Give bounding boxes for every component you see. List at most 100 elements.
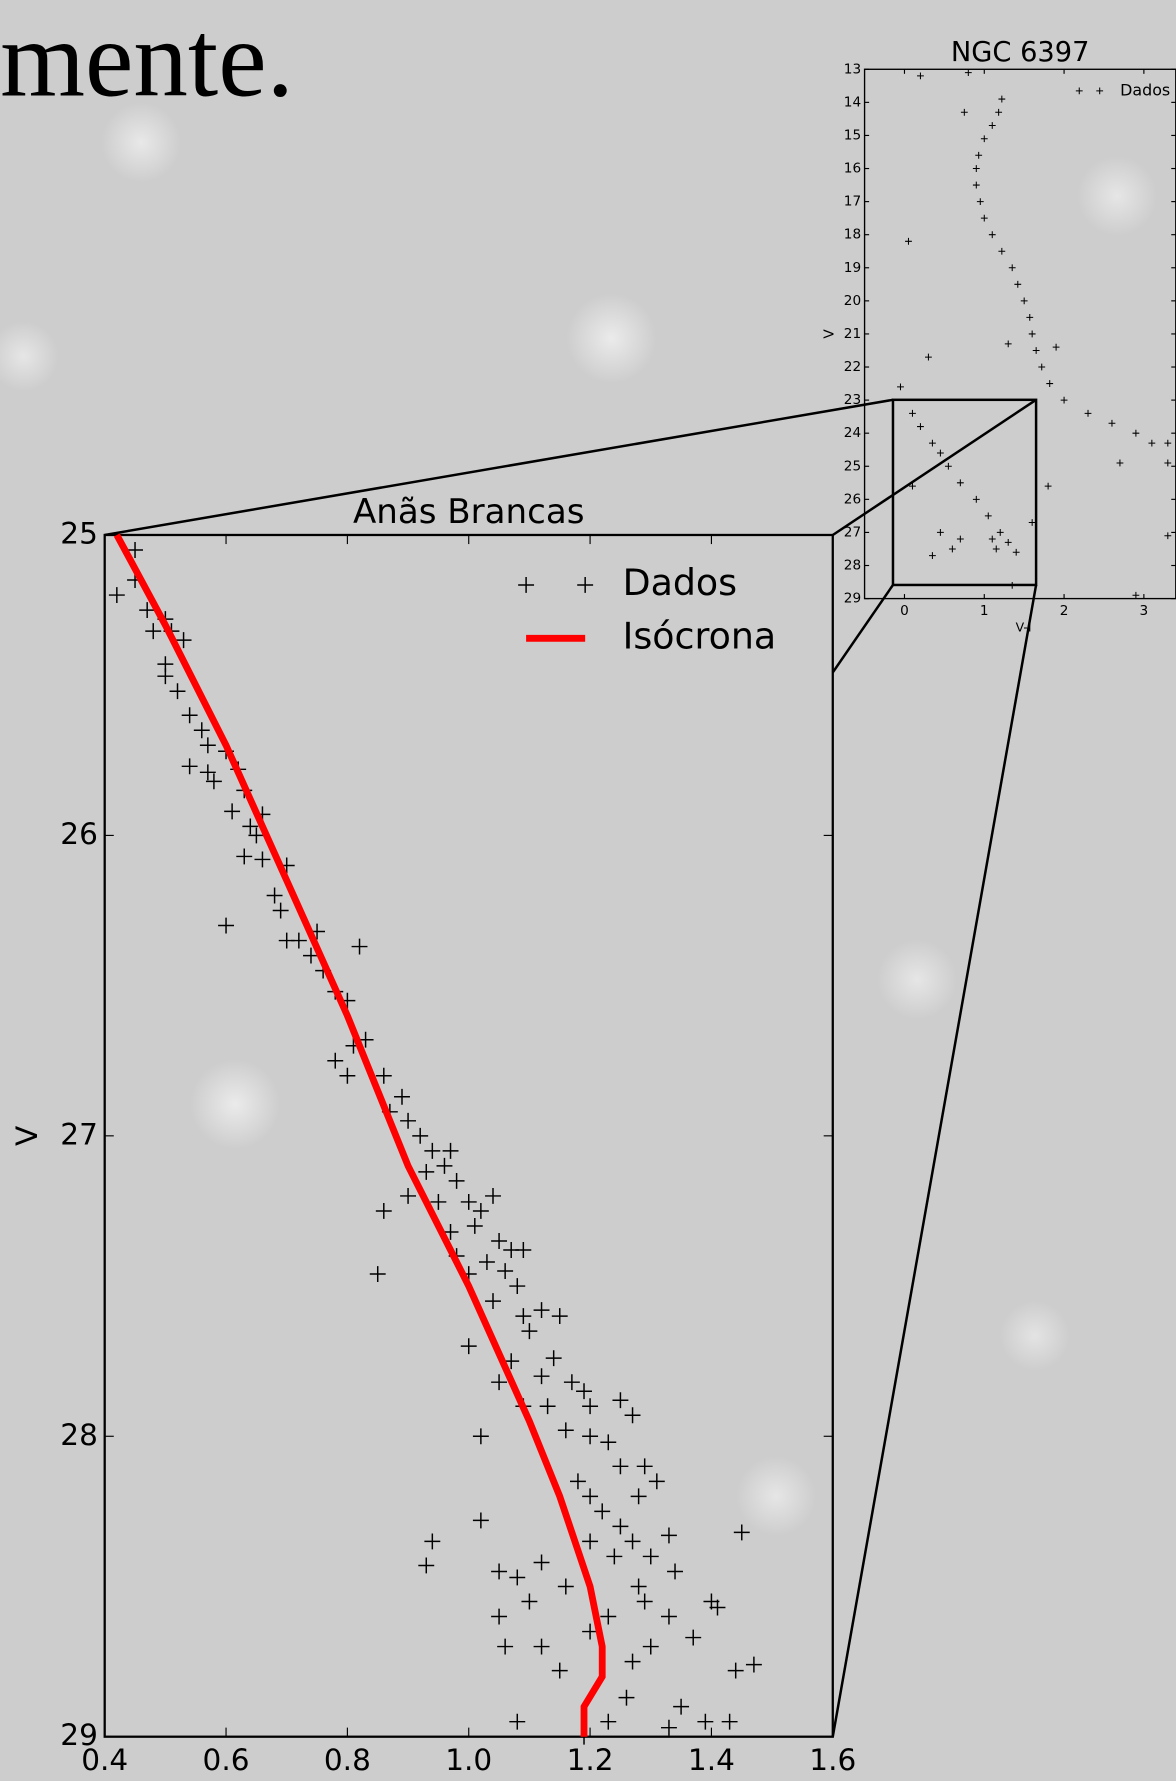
point — [917, 423, 924, 430]
point — [1045, 483, 1052, 490]
point — [273, 903, 289, 919]
series — [109, 542, 762, 1745]
point — [1132, 592, 1139, 599]
y-axis-label: V — [821, 329, 837, 339]
zoom-line — [833, 585, 1036, 1737]
point — [909, 410, 916, 417]
point — [612, 1392, 628, 1408]
point — [998, 96, 1005, 103]
point — [1109, 420, 1116, 427]
point — [600, 1434, 616, 1450]
point — [109, 587, 125, 603]
point — [1053, 344, 1060, 351]
point — [949, 546, 956, 553]
point — [637, 1458, 653, 1474]
point — [1038, 364, 1045, 371]
point — [989, 536, 996, 543]
y-tick-label: 28 — [60, 1418, 98, 1452]
point — [631, 1579, 647, 1595]
y-tick-label: 19 — [844, 260, 861, 276]
point — [157, 668, 173, 684]
point — [473, 1428, 489, 1444]
point — [564, 1374, 580, 1390]
point — [485, 1293, 501, 1309]
point — [631, 1488, 647, 1504]
x-tick-label: 1.0 — [445, 1743, 492, 1777]
y-tick-label: 13 — [844, 61, 861, 77]
y-tick-label: 27 — [60, 1117, 98, 1151]
point — [625, 1654, 641, 1670]
point — [491, 1374, 507, 1390]
point — [352, 939, 368, 955]
point — [570, 1473, 586, 1489]
point — [558, 1579, 574, 1595]
point — [973, 496, 980, 503]
point — [412, 1128, 428, 1144]
x-tick-label: 0.8 — [324, 1743, 371, 1777]
point — [491, 1609, 507, 1625]
y-tick-label: 29 — [844, 591, 861, 607]
point — [491, 1564, 507, 1580]
point — [1005, 539, 1012, 546]
y-tick-label: 20 — [844, 293, 861, 309]
point — [1061, 397, 1068, 404]
point — [145, 623, 161, 639]
point — [1132, 430, 1139, 437]
plot-frame — [865, 69, 1176, 598]
point — [467, 1218, 483, 1234]
point — [582, 1428, 598, 1444]
legend-swatch — [1076, 87, 1103, 94]
y-tick-label: 17 — [844, 194, 861, 210]
point — [552, 1663, 568, 1679]
point — [929, 440, 936, 447]
point — [509, 1570, 525, 1586]
point — [673, 1699, 689, 1715]
point — [1164, 440, 1171, 447]
point — [643, 1639, 659, 1655]
point — [1029, 519, 1036, 526]
point — [957, 536, 964, 543]
y-tick-label: 24 — [844, 425, 861, 441]
point — [400, 1188, 416, 1204]
y-tick-label: 27 — [844, 524, 861, 540]
point — [497, 1263, 513, 1279]
point — [339, 1068, 355, 1084]
point — [897, 383, 904, 390]
point — [376, 1068, 392, 1084]
point — [497, 1639, 513, 1655]
point — [998, 248, 1005, 255]
point — [945, 463, 952, 470]
point — [957, 479, 964, 486]
point — [643, 1548, 659, 1564]
point — [977, 198, 984, 205]
point — [473, 1512, 489, 1528]
x-tick-label: 1.2 — [567, 1743, 614, 1777]
point — [546, 1350, 562, 1366]
point — [965, 69, 972, 76]
y-tick-label: 18 — [844, 227, 861, 243]
y-tick-label: 25 — [844, 458, 861, 474]
point — [1013, 549, 1020, 556]
point — [905, 238, 912, 245]
point — [1021, 297, 1028, 304]
point — [1033, 347, 1040, 354]
point — [515, 1308, 531, 1324]
point — [975, 152, 982, 159]
y-tick-label: 21 — [844, 326, 861, 342]
point — [509, 1278, 525, 1294]
point — [937, 529, 944, 536]
point — [989, 122, 996, 129]
x-tick-label: 1 — [980, 603, 989, 619]
point — [582, 1488, 598, 1504]
point — [437, 1158, 453, 1174]
point — [649, 1473, 665, 1489]
point — [424, 1143, 440, 1159]
point — [661, 1609, 677, 1625]
point — [981, 215, 988, 222]
point — [600, 1609, 616, 1625]
y-tick-label: 26 — [844, 491, 861, 507]
point — [625, 1533, 641, 1549]
point — [1164, 460, 1171, 467]
y-tick-label: 15 — [844, 127, 861, 143]
y-tick-label: 28 — [844, 558, 861, 574]
